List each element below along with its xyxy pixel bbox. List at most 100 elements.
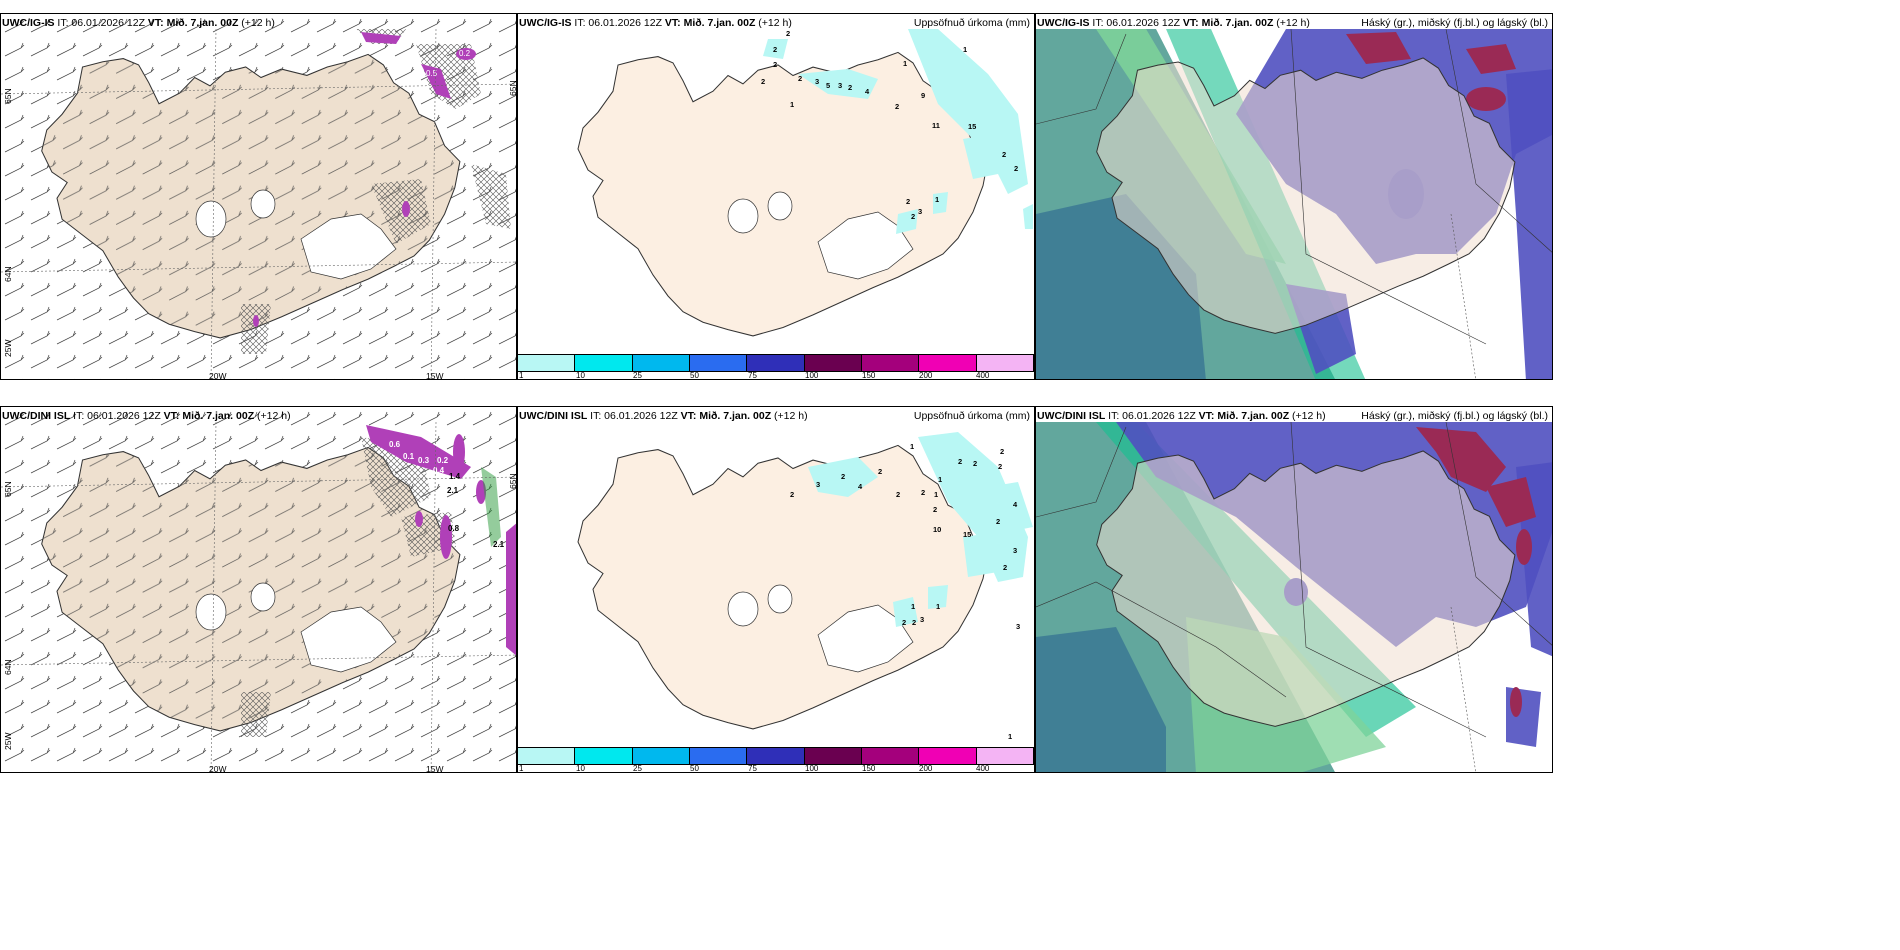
svg-text:2: 2 (848, 83, 852, 92)
precip-colorbar (518, 747, 1034, 765)
svg-text:3: 3 (1013, 546, 1017, 555)
svg-text:0.2: 0.2 (459, 49, 471, 58)
lon-label-20w: 20W (209, 764, 227, 773)
lat-label-64n: 64N (3, 659, 13, 675)
svg-text:2: 2 (933, 505, 937, 514)
svg-text:2: 2 (1002, 150, 1006, 159)
panel-title: UWC/DINI ISL IT: 06.01.2026 12Z VT: Mið.… (519, 410, 808, 422)
panel-field-name: Háský (gr.), miðský (fj.bl.) og lágský (… (1361, 410, 1548, 422)
svg-text:2: 2 (996, 517, 1000, 526)
svg-text:2: 2 (786, 29, 790, 38)
svg-text:1: 1 (963, 45, 967, 54)
svg-text:0.3: 0.3 (418, 456, 430, 465)
svg-text:4: 4 (865, 87, 870, 96)
colorbar-swatch (804, 355, 862, 371)
panel-wind-igis: UWC/IG-IS IT: 06.01.2026 12Z VT: Mið. 7.… (0, 13, 517, 380)
svg-text:1.4: 1.4 (449, 472, 461, 481)
svg-text:2.1: 2.1 (493, 540, 505, 549)
lon-label-25w: 25W (3, 732, 13, 750)
svg-text:2: 2 (906, 197, 910, 206)
svg-text:2: 2 (878, 467, 882, 476)
svg-text:5: 5 (826, 81, 830, 90)
svg-text:0.4: 0.4 (433, 466, 445, 475)
svg-text:2: 2 (911, 212, 915, 221)
colorbar-swatch (861, 748, 920, 764)
svg-text:0.1: 0.1 (403, 452, 415, 461)
svg-text:2: 2 (912, 618, 916, 627)
colorbar-swatch (976, 748, 1034, 764)
svg-text:9: 9 (921, 91, 925, 100)
colorbar-swatch (632, 355, 690, 371)
lat-label-64n: 64N (3, 266, 13, 282)
svg-text:2: 2 (1003, 563, 1007, 572)
wind-map: 0.5 0.2 (1, 14, 516, 379)
svg-text:1: 1 (790, 100, 794, 109)
svg-text:15: 15 (963, 530, 971, 539)
lon-label-15w: 15W (426, 371, 444, 380)
svg-text:4: 4 (1013, 500, 1018, 509)
wind-map: 0.6 0.1 0.3 0.2 0.4 2.1 1.4 2.1 0.8 (1, 407, 516, 772)
lon-label-20w: 20W (209, 371, 227, 380)
precip-map: 1 2 2 2 2 2 3 2 4 2 2 2 1 2 1 10 15 2 4 … (577, 432, 1033, 741)
panel-field-name: Uppsöfnuð úrkoma (mm) (913, 410, 1030, 422)
svg-text:11: 11 (932, 121, 940, 130)
svg-text:1: 1 (938, 475, 942, 484)
colorbar-swatch (919, 748, 977, 764)
svg-text:0.5: 0.5 (426, 69, 438, 78)
precip-colorbar (518, 354, 1034, 372)
panel-field-name: Háský (gr.), miðský (fj.bl.) og lágský (… (1361, 17, 1548, 29)
svg-text:1: 1 (936, 602, 940, 611)
panel-clouds-dini: UWC/DINI ISL IT: 06.01.2026 12Z VT: Mið.… (1035, 406, 1553, 773)
svg-text:1: 1 (910, 442, 914, 451)
svg-text:2: 2 (798, 74, 802, 83)
lat-label-65n: 65N (3, 481, 13, 497)
panel-field-name: Uppsöfnuð úrkoma (mm) (913, 17, 1030, 29)
svg-text:3: 3 (1016, 622, 1020, 631)
panel-title: UWC/DINI ISL IT: 06.01.2026 12Z VT: Mið.… (2, 410, 291, 422)
cloud-map (1036, 14, 1552, 379)
svg-text:0.2: 0.2 (437, 456, 449, 465)
colorbar-swatch (575, 748, 633, 764)
svg-text:1: 1 (935, 195, 939, 204)
svg-text:3: 3 (815, 77, 819, 86)
colorbar-swatch (518, 355, 576, 371)
panel-wind-dini: UWC/DINI ISL IT: 06.01.2026 12Z VT: Mið.… (0, 406, 517, 773)
panel-title: UWC/IG-IS IT: 06.01.2026 12Z VT: Mið. 7.… (1037, 17, 1310, 29)
svg-text:1: 1 (911, 602, 915, 611)
svg-text:4: 4 (858, 482, 863, 491)
svg-text:2.1: 2.1 (447, 486, 459, 495)
colorbar-swatch (518, 748, 576, 764)
svg-text:2: 2 (921, 488, 925, 497)
svg-text:2: 2 (902, 618, 906, 627)
colorbar-swatch (747, 748, 805, 764)
svg-text:2: 2 (773, 45, 777, 54)
svg-text:3: 3 (838, 81, 842, 90)
lon-label-15w: 15W (426, 764, 444, 773)
colorbar-swatch (919, 355, 977, 371)
panel-precip-igis: UWC/IG-IS IT: 06.01.2026 12Z VT: Mið. 7.… (517, 13, 1035, 380)
svg-text:2: 2 (958, 457, 962, 466)
lat-label-65n-right: 65N (508, 473, 517, 489)
panel-precip-dini: UWC/DINI ISL IT: 06.01.2026 12Z VT: Mið.… (517, 406, 1035, 773)
svg-text:2: 2 (1014, 164, 1018, 173)
colorbar-swatch (689, 355, 748, 371)
colorbar-swatch (632, 748, 690, 764)
svg-text:2: 2 (761, 77, 765, 86)
svg-text:2: 2 (896, 490, 900, 499)
cloud-map (1036, 407, 1552, 772)
colorbar-swatch (804, 748, 862, 764)
svg-text:2: 2 (973, 459, 977, 468)
colorbar-swatch (575, 355, 633, 371)
svg-text:1: 1 (1008, 732, 1012, 741)
panel-title: UWC/DINI ISL IT: 06.01.2026 12Z VT: Mið.… (1037, 410, 1326, 422)
lat-label-65n-right: 65N (508, 80, 517, 96)
svg-text:2: 2 (790, 490, 794, 499)
svg-text:0.6: 0.6 (389, 440, 401, 449)
colorbar-swatch (861, 355, 920, 371)
lon-label-25w: 25W (3, 339, 13, 357)
svg-text:15: 15 (968, 122, 976, 131)
svg-text:2: 2 (841, 472, 845, 481)
panel-title: UWC/IG-IS IT: 06.01.2026 12Z VT: Mið. 7.… (2, 17, 275, 29)
colorbar-ticks: 1 10 25 50 75 100 150 200 400 (519, 764, 990, 773)
colorbar-ticks: 1 10 25 50 75 100 150 200 400 (519, 371, 990, 380)
